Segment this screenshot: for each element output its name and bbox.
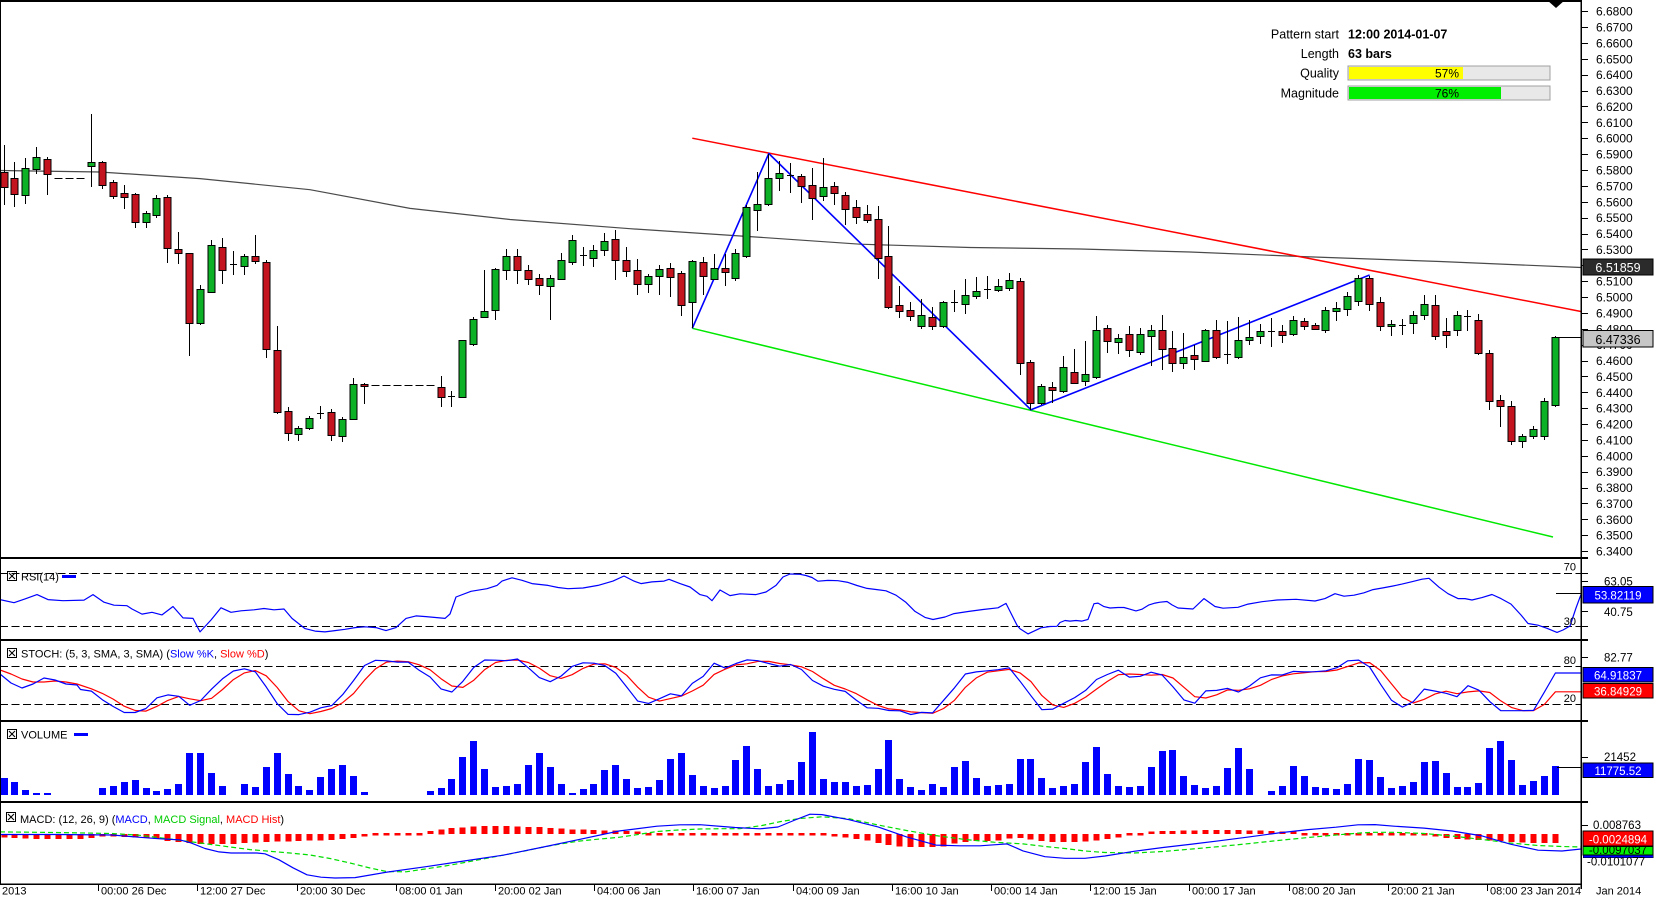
svg-text:6.6600: 6.6600 bbox=[1596, 37, 1633, 51]
svg-text:16:00 07 Jan: 16:00 07 Jan bbox=[696, 886, 760, 897]
svg-text:6.4300: 6.4300 bbox=[1596, 402, 1633, 416]
svg-text:80: 80 bbox=[1564, 655, 1576, 667]
svg-text:6.3700: 6.3700 bbox=[1596, 497, 1633, 511]
svg-text:76%: 76% bbox=[1435, 87, 1459, 101]
svg-text:-0.0097037: -0.0097037 bbox=[1589, 845, 1647, 857]
svg-text:6.4100: 6.4100 bbox=[1596, 434, 1633, 448]
svg-text:6.5600: 6.5600 bbox=[1596, 195, 1633, 209]
svg-text:6.3800: 6.3800 bbox=[1596, 481, 1633, 495]
svg-text:6.4900: 6.4900 bbox=[1596, 306, 1633, 320]
svg-text:6.5800: 6.5800 bbox=[1596, 164, 1633, 178]
svg-text:VOLUME: VOLUME bbox=[21, 730, 67, 742]
svg-text:00:00 14 Jan: 00:00 14 Jan bbox=[994, 886, 1058, 897]
svg-text:64.91837: 64.91837 bbox=[1594, 671, 1642, 683]
svg-text:08:00 20 Jan: 08:00 20 Jan bbox=[1292, 886, 1356, 897]
svg-text:12:00 27 Dec: 12:00 27 Dec bbox=[200, 886, 266, 897]
svg-text:6.6400: 6.6400 bbox=[1596, 68, 1633, 82]
svg-text:6.3600: 6.3600 bbox=[1596, 513, 1633, 527]
svg-text:6.4400: 6.4400 bbox=[1596, 386, 1633, 400]
svg-text:00:00 26 Dec: 00:00 26 Dec bbox=[101, 886, 167, 897]
svg-text:6.6300: 6.6300 bbox=[1596, 84, 1633, 98]
svg-text:6.5000: 6.5000 bbox=[1596, 291, 1633, 305]
svg-text:-0.0101077: -0.0101077 bbox=[1587, 857, 1645, 869]
svg-text:RSI(14): RSI(14) bbox=[21, 572, 59, 584]
svg-text:70: 70 bbox=[1564, 562, 1576, 574]
svg-text:6.6000: 6.6000 bbox=[1596, 132, 1633, 146]
svg-text:57%: 57% bbox=[1435, 67, 1459, 81]
svg-text:00:00 17 Jan: 00:00 17 Jan bbox=[1192, 886, 1256, 897]
svg-text:6.6500: 6.6500 bbox=[1596, 52, 1633, 66]
svg-text:20: 20 bbox=[1564, 693, 1576, 705]
svg-text:20:00 02 Jan: 20:00 02 Jan bbox=[498, 886, 562, 897]
svg-text:63 bars: 63 bars bbox=[1348, 47, 1392, 61]
svg-text:08:00 01 Jan: 08:00 01 Jan bbox=[399, 886, 463, 897]
svg-text:6.6700: 6.6700 bbox=[1596, 21, 1633, 35]
svg-text:16:00 10 Jan: 16:00 10 Jan bbox=[895, 886, 959, 897]
svg-text:12:00 2014-01-07: 12:00 2014-01-07 bbox=[1348, 28, 1447, 42]
svg-text:STOCH: (5, 3, SMA, 3, SMA) (Sl: STOCH: (5, 3, SMA, 3, SMA) (Slow %K, Slo… bbox=[21, 649, 268, 661]
svg-text:04:00 06 Jan: 04:00 06 Jan bbox=[597, 886, 661, 897]
svg-text:53.82119: 53.82119 bbox=[1594, 591, 1641, 603]
svg-text:04:00 09 Jan: 04:00 09 Jan bbox=[796, 886, 860, 897]
svg-text:2013: 2013 bbox=[2, 886, 26, 897]
svg-text:36.84929: 36.84929 bbox=[1594, 686, 1642, 698]
svg-text:6.47336: 6.47336 bbox=[1595, 333, 1640, 347]
svg-text:-0.0024894: -0.0024894 bbox=[1589, 835, 1648, 847]
svg-text:MACD: (12, 26, 9) (MACD, MACD: MACD: (12, 26, 9) (MACD, MACD Signal, MA… bbox=[20, 814, 284, 826]
svg-text:6.6800: 6.6800 bbox=[1596, 5, 1633, 19]
svg-text:82.77: 82.77 bbox=[1604, 653, 1633, 665]
svg-text:6.3500: 6.3500 bbox=[1596, 529, 1633, 543]
svg-text:20:00 21 Jan: 20:00 21 Jan bbox=[1391, 886, 1455, 897]
svg-text:6.4500: 6.4500 bbox=[1596, 370, 1633, 384]
svg-text:40.75: 40.75 bbox=[1604, 607, 1633, 619]
svg-text:08:00 23 Jan 2014: 08:00 23 Jan 2014 bbox=[1490, 886, 1581, 897]
svg-text:Quality: Quality bbox=[1300, 67, 1340, 81]
svg-text:6.4600: 6.4600 bbox=[1596, 354, 1633, 368]
svg-text:63.05: 63.05 bbox=[1604, 577, 1633, 589]
svg-text:Length: Length bbox=[1301, 47, 1339, 61]
svg-text:6.6200: 6.6200 bbox=[1596, 100, 1633, 114]
svg-text:6.5300: 6.5300 bbox=[1596, 243, 1633, 257]
svg-text:6.5500: 6.5500 bbox=[1596, 211, 1633, 225]
svg-text:Magnitude: Magnitude bbox=[1281, 87, 1339, 101]
svg-text:21452: 21452 bbox=[1604, 752, 1636, 764]
svg-text:30: 30 bbox=[1564, 616, 1576, 628]
svg-text:6.51859: 6.51859 bbox=[1595, 261, 1640, 275]
svg-text:6.3400: 6.3400 bbox=[1596, 545, 1633, 559]
svg-text:20:00 30 Dec: 20:00 30 Dec bbox=[300, 886, 366, 897]
svg-text:0.008763: 0.008763 bbox=[1593, 820, 1641, 832]
svg-text:6.5400: 6.5400 bbox=[1596, 227, 1633, 241]
svg-text:6.4200: 6.4200 bbox=[1596, 418, 1633, 432]
svg-text:6.5100: 6.5100 bbox=[1596, 275, 1633, 289]
svg-text:Pattern start: Pattern start bbox=[1271, 28, 1340, 42]
svg-text:6.4000: 6.4000 bbox=[1596, 449, 1633, 463]
svg-text:12:00 15 Jan: 12:00 15 Jan bbox=[1093, 886, 1157, 897]
svg-text:6.6100: 6.6100 bbox=[1596, 116, 1633, 130]
svg-text:11775.52: 11775.52 bbox=[1594, 766, 1641, 778]
svg-text:Jan 2014: Jan 2014 bbox=[1596, 886, 1641, 897]
svg-text:6.3900: 6.3900 bbox=[1596, 465, 1633, 479]
svg-text:6.5900: 6.5900 bbox=[1596, 148, 1633, 162]
svg-text:6.5700: 6.5700 bbox=[1596, 179, 1633, 193]
